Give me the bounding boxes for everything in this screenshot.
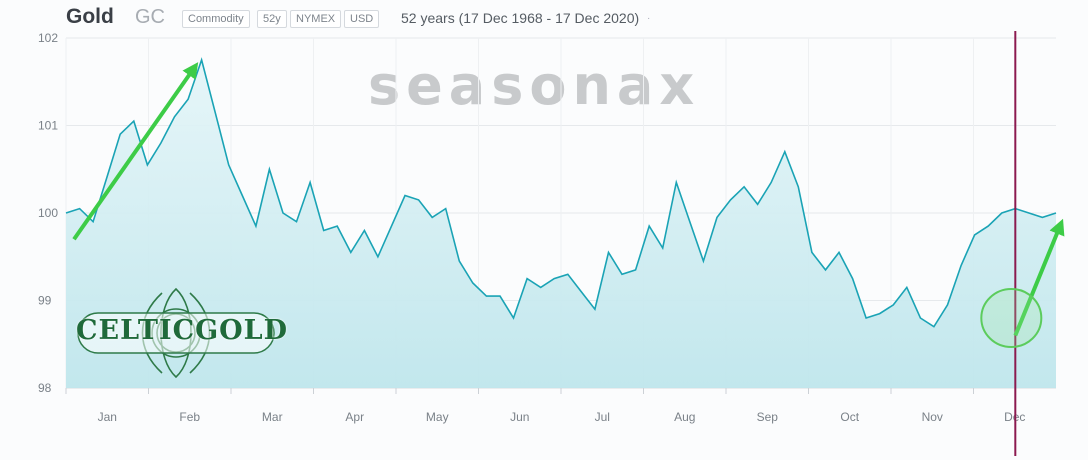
x-tick-label: Jul — [595, 410, 610, 424]
x-tick-label: May — [426, 410, 449, 424]
x-tick-label: Feb — [179, 410, 200, 424]
series-line — [65, 57, 1057, 328]
y-tick-label: 100 — [38, 206, 58, 220]
x-tick-label: Jun — [510, 410, 529, 424]
x-tick-label: Sep — [757, 410, 779, 424]
series-area — [66, 59, 1056, 389]
x-tick-label: Oct — [840, 410, 859, 424]
instrument-title: Gold — [66, 5, 114, 28]
x-tick-label: Nov — [922, 410, 943, 424]
instrument-symbol: GC — [135, 6, 165, 28]
y-axis: 98 99 100 101 102 — [38, 31, 58, 395]
tag-commodity[interactable]: Commodity — [182, 10, 250, 28]
x-tick-label: Apr — [345, 410, 364, 424]
logo-text: CELTICGOLD — [76, 315, 289, 346]
x-tick-label: Jan — [98, 410, 117, 424]
uptrend-arrow-dec — [1013, 218, 1065, 337]
y-tick-label: 98 — [38, 381, 52, 395]
celtic-knot-icon — [77, 287, 275, 379]
uptrend-arrow-jan — [72, 62, 199, 241]
range-separator-icon: · — [647, 13, 651, 24]
seasonax-watermark: seasonax — [368, 54, 701, 117]
celticgold-logo: CELTICGOLD — [76, 287, 289, 379]
x-tick-label: Aug — [674, 410, 695, 424]
y-tick-label: 99 — [38, 294, 52, 308]
tag-years[interactable]: 52y — [257, 10, 287, 28]
y-tick-label: 102 — [38, 31, 58, 45]
chart-header: Gold GC Commodity 52y NYMEX USD 52 years… — [0, 0, 1088, 34]
december-low-circle — [980, 288, 1043, 348]
tag-currency[interactable]: USD — [344, 10, 380, 28]
tag-exchange[interactable]: NYMEX — [290, 10, 342, 28]
x-axis: JanFebMarAprMayJunJulAugSepOctNovDec — [65, 388, 1025, 424]
x-tick-label: Mar — [262, 410, 283, 424]
date-range: 52 years (17 Dec 1968 - 17 Dec 2020) — [401, 10, 640, 26]
y-tick-label: 101 — [38, 119, 58, 133]
